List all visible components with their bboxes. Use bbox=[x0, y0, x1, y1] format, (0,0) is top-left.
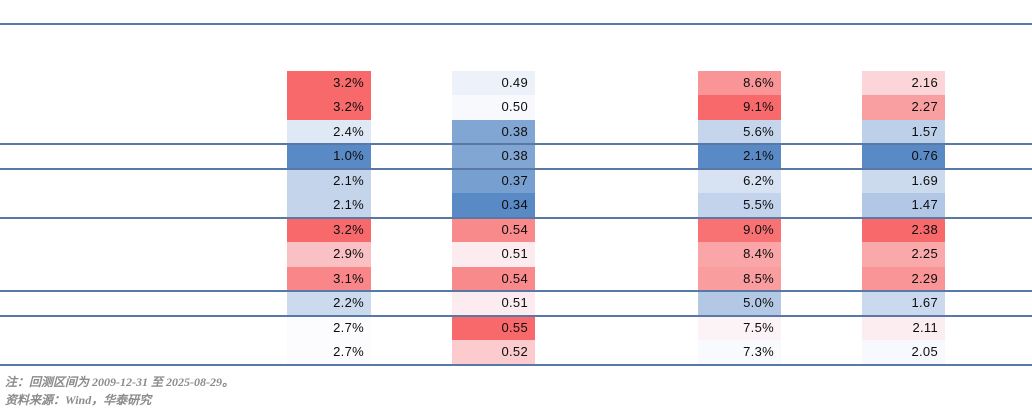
heatmap-cell: 2.25 bbox=[862, 242, 945, 267]
heatmap-cell: 0.34 bbox=[452, 193, 535, 218]
heatmap-cell: 2.1% bbox=[287, 168, 371, 194]
heatmap-cell: 1.67 bbox=[862, 291, 945, 316]
heatmap-cell: 2.7% bbox=[287, 315, 371, 341]
heatmap-cell: 6.2% bbox=[698, 168, 781, 194]
group-separator-line bbox=[0, 363, 1032, 366]
heatmap-cell: 1.57 bbox=[862, 119, 945, 145]
heatmap-cell: 1.69 bbox=[862, 168, 945, 194]
heatmap-cell: 2.05 bbox=[862, 340, 945, 365]
heatmap-cell: 0.51 bbox=[452, 242, 535, 267]
heatmap-cell: 5.6% bbox=[698, 119, 781, 145]
heatmap-cell: 2.1% bbox=[287, 193, 371, 218]
heatmap-cell: 2.9% bbox=[287, 242, 371, 267]
heatmap-cell: 2.1% bbox=[698, 144, 781, 169]
heatmap-cell: 8.5% bbox=[698, 266, 781, 292]
heatmap-cell: 0.76 bbox=[862, 144, 945, 169]
top-rule-line bbox=[0, 23, 1032, 25]
heatmap-cell: 0.52 bbox=[452, 340, 535, 365]
heatmap-cell: 7.3% bbox=[698, 340, 781, 365]
group-separator-line bbox=[0, 143, 1032, 146]
heatmap-cell: 2.27 bbox=[862, 95, 945, 120]
heatmap-cell: 1.0% bbox=[287, 144, 371, 169]
heatmap-cell: 2.16 bbox=[862, 71, 945, 96]
footnote-note: 注：回测区间为 2009-12-31 至 2025-08-29。 bbox=[5, 375, 234, 389]
heatmap-cell: 2.4% bbox=[287, 119, 371, 145]
heatmap-cell: 3.1% bbox=[287, 266, 371, 292]
heatmap-cell: 0.55 bbox=[452, 315, 535, 341]
heatmap-cell: 8.4% bbox=[698, 242, 781, 267]
heatmap-cell: 8.6% bbox=[698, 71, 781, 96]
heatmap-cell: 1.47 bbox=[862, 193, 945, 218]
heatmap-cell: 9.1% bbox=[698, 95, 781, 120]
heatmap-cell: 0.38 bbox=[452, 144, 535, 169]
heatmap-cell: 9.0% bbox=[698, 217, 781, 243]
heatmap-cell: 3.2% bbox=[287, 71, 371, 96]
heatmap-cell: 2.38 bbox=[862, 217, 945, 243]
heatmap-cell: 0.50 bbox=[452, 95, 535, 120]
heatmap-cell: 0.54 bbox=[452, 266, 535, 292]
group-separator-line bbox=[0, 167, 1032, 170]
heatmap-cell: 3.2% bbox=[287, 217, 371, 243]
heatmap-cell: 7.5% bbox=[698, 315, 781, 341]
footnote-source: 资料来源：Wind，华泰研究 bbox=[5, 393, 152, 407]
heatmap-cell: 2.29 bbox=[862, 266, 945, 292]
heatmap-cell: 3.2% bbox=[287, 95, 371, 120]
heatmap-cell: 0.37 bbox=[452, 168, 535, 194]
heatmap-cell: 5.5% bbox=[698, 193, 781, 218]
group-separator-line bbox=[0, 314, 1032, 317]
heatmap-cell: 0.49 bbox=[452, 71, 535, 96]
heatmap-cell: 2.11 bbox=[862, 315, 945, 341]
heatmap-cell: 2.2% bbox=[287, 291, 371, 316]
heatmap-cell: 5.0% bbox=[698, 291, 781, 316]
heatmap-cell: 0.51 bbox=[452, 291, 535, 316]
group-separator-line bbox=[0, 216, 1032, 219]
group-separator-line bbox=[0, 290, 1032, 293]
heatmap-cell: 2.7% bbox=[287, 340, 371, 365]
heatmap-cell: 0.54 bbox=[452, 217, 535, 243]
heatmap-cell: 0.38 bbox=[452, 119, 535, 145]
